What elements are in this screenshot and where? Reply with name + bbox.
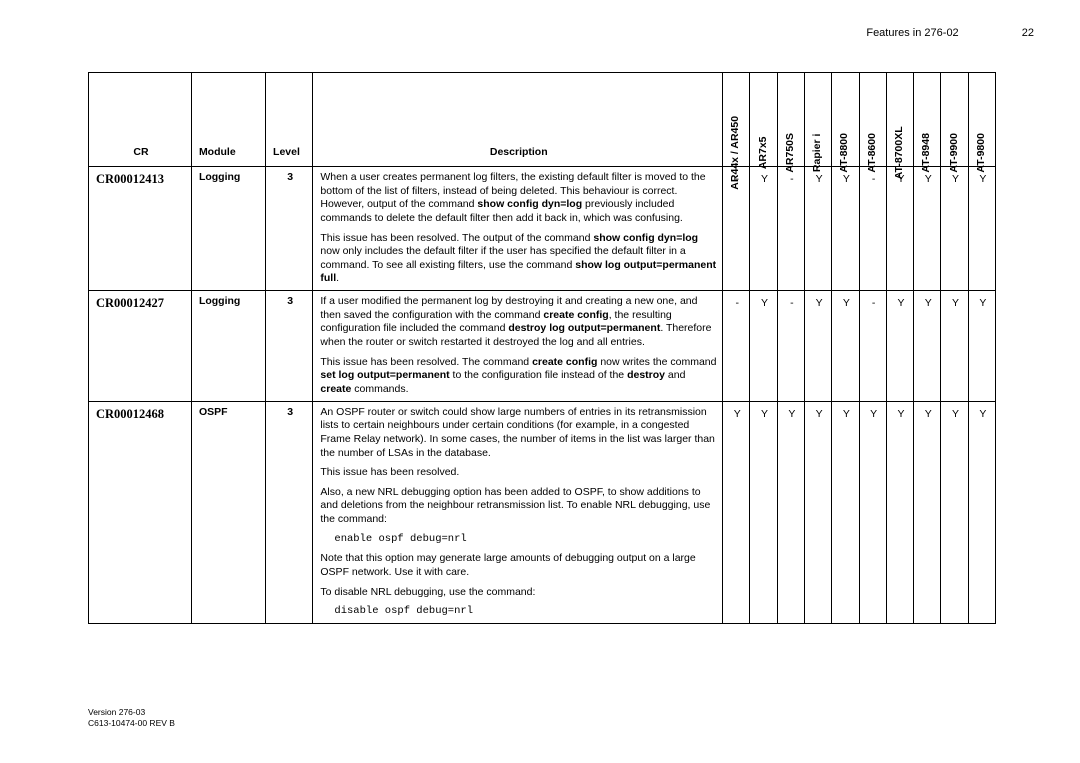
col-dev-7: AT-8948 (914, 73, 941, 167)
page-number: 22 (1022, 27, 1034, 39)
dev-cell: - (859, 167, 886, 291)
dev-cell: Y (750, 291, 777, 401)
description-cell: When a user creates permanent log filter… (313, 167, 723, 291)
dev-cell: Y (914, 401, 941, 623)
col-dev-4: AT-8800 (832, 73, 859, 167)
dev-cell: Y (941, 167, 968, 291)
dev-cell: Y (968, 167, 995, 291)
col-module: Module (191, 73, 265, 167)
table-row: CR00012427 Logging 3 If a user modified … (89, 291, 996, 401)
issues-table-wrap: CR Module Level Description AR44x / AR45… (88, 72, 996, 624)
dev-cell: Y (941, 401, 968, 623)
dev-cell: Y (804, 167, 831, 291)
header-title: Features in 276-02 (866, 27, 958, 39)
dev-cell: Y (968, 291, 995, 401)
dev-cell: Y (804, 291, 831, 401)
col-dev-3: Rapier i (804, 73, 831, 167)
module-cell: OSPF (191, 401, 265, 623)
issues-table: CR Module Level Description AR44x / AR45… (88, 72, 996, 624)
cr-id: CR00012468 (89, 401, 192, 623)
cr-id: CR00012427 (89, 291, 192, 401)
dev-cell: Y (968, 401, 995, 623)
dev-cell: - (777, 291, 804, 401)
dev-cell: Y (804, 401, 831, 623)
col-dev-0: AR44x / AR450 (723, 73, 750, 167)
dev-cell: Y (832, 167, 859, 291)
level-cell: 3 (266, 401, 313, 623)
col-dev-9: AT-9800 (968, 73, 995, 167)
col-dev-8: AT-9900 (941, 73, 968, 167)
col-dev-5: AT-8600 (859, 73, 886, 167)
dev-cell: Y (859, 401, 886, 623)
description-cell: An OSPF router or switch could show larg… (313, 401, 723, 623)
dev-cell: Y (750, 401, 777, 623)
page-header: Features in 276-02 22 (866, 27, 1034, 39)
module-cell: Logging (191, 291, 265, 401)
page-footer: Version 276-03 C613-10474-00 REV B (88, 707, 175, 729)
col-description: Description (313, 73, 723, 167)
cr-id: CR00012413 (89, 167, 192, 291)
dev-cell: - (777, 167, 804, 291)
dev-cell: Y (886, 167, 913, 291)
col-level: Level (266, 73, 313, 167)
dev-cell: Y (777, 401, 804, 623)
dev-cell: Y (886, 401, 913, 623)
module-cell: Logging (191, 167, 265, 291)
table-row: CR00012468 OSPF 3 An OSPF router or swit… (89, 401, 996, 623)
table-row: CR00012413 Logging 3 When a user creates… (89, 167, 996, 291)
footer-version: Version 276-03 (88, 707, 175, 718)
level-cell: 3 (266, 167, 313, 291)
col-dev-2: AR750S (777, 73, 804, 167)
dev-cell: - (859, 291, 886, 401)
description-cell: If a user modified the permanent log by … (313, 291, 723, 401)
dev-cell: Y (886, 291, 913, 401)
dev-cell: Y (941, 291, 968, 401)
dev-cell: Y (914, 167, 941, 291)
table-header-row: CR Module Level Description AR44x / AR45… (89, 73, 996, 167)
dev-cell: Y (832, 291, 859, 401)
col-dev-1: AR7x5 (750, 73, 777, 167)
dev-cell: - (723, 291, 750, 401)
dev-cell: Y (832, 401, 859, 623)
dev-cell: Y (914, 291, 941, 401)
footer-docid: C613-10474-00 REV B (88, 718, 175, 729)
level-cell: 3 (266, 291, 313, 401)
dev-cell: Y (750, 167, 777, 291)
dev-cell: Y (723, 401, 750, 623)
col-cr: CR (89, 73, 192, 167)
col-dev-6: AT-8700XL (886, 73, 913, 167)
